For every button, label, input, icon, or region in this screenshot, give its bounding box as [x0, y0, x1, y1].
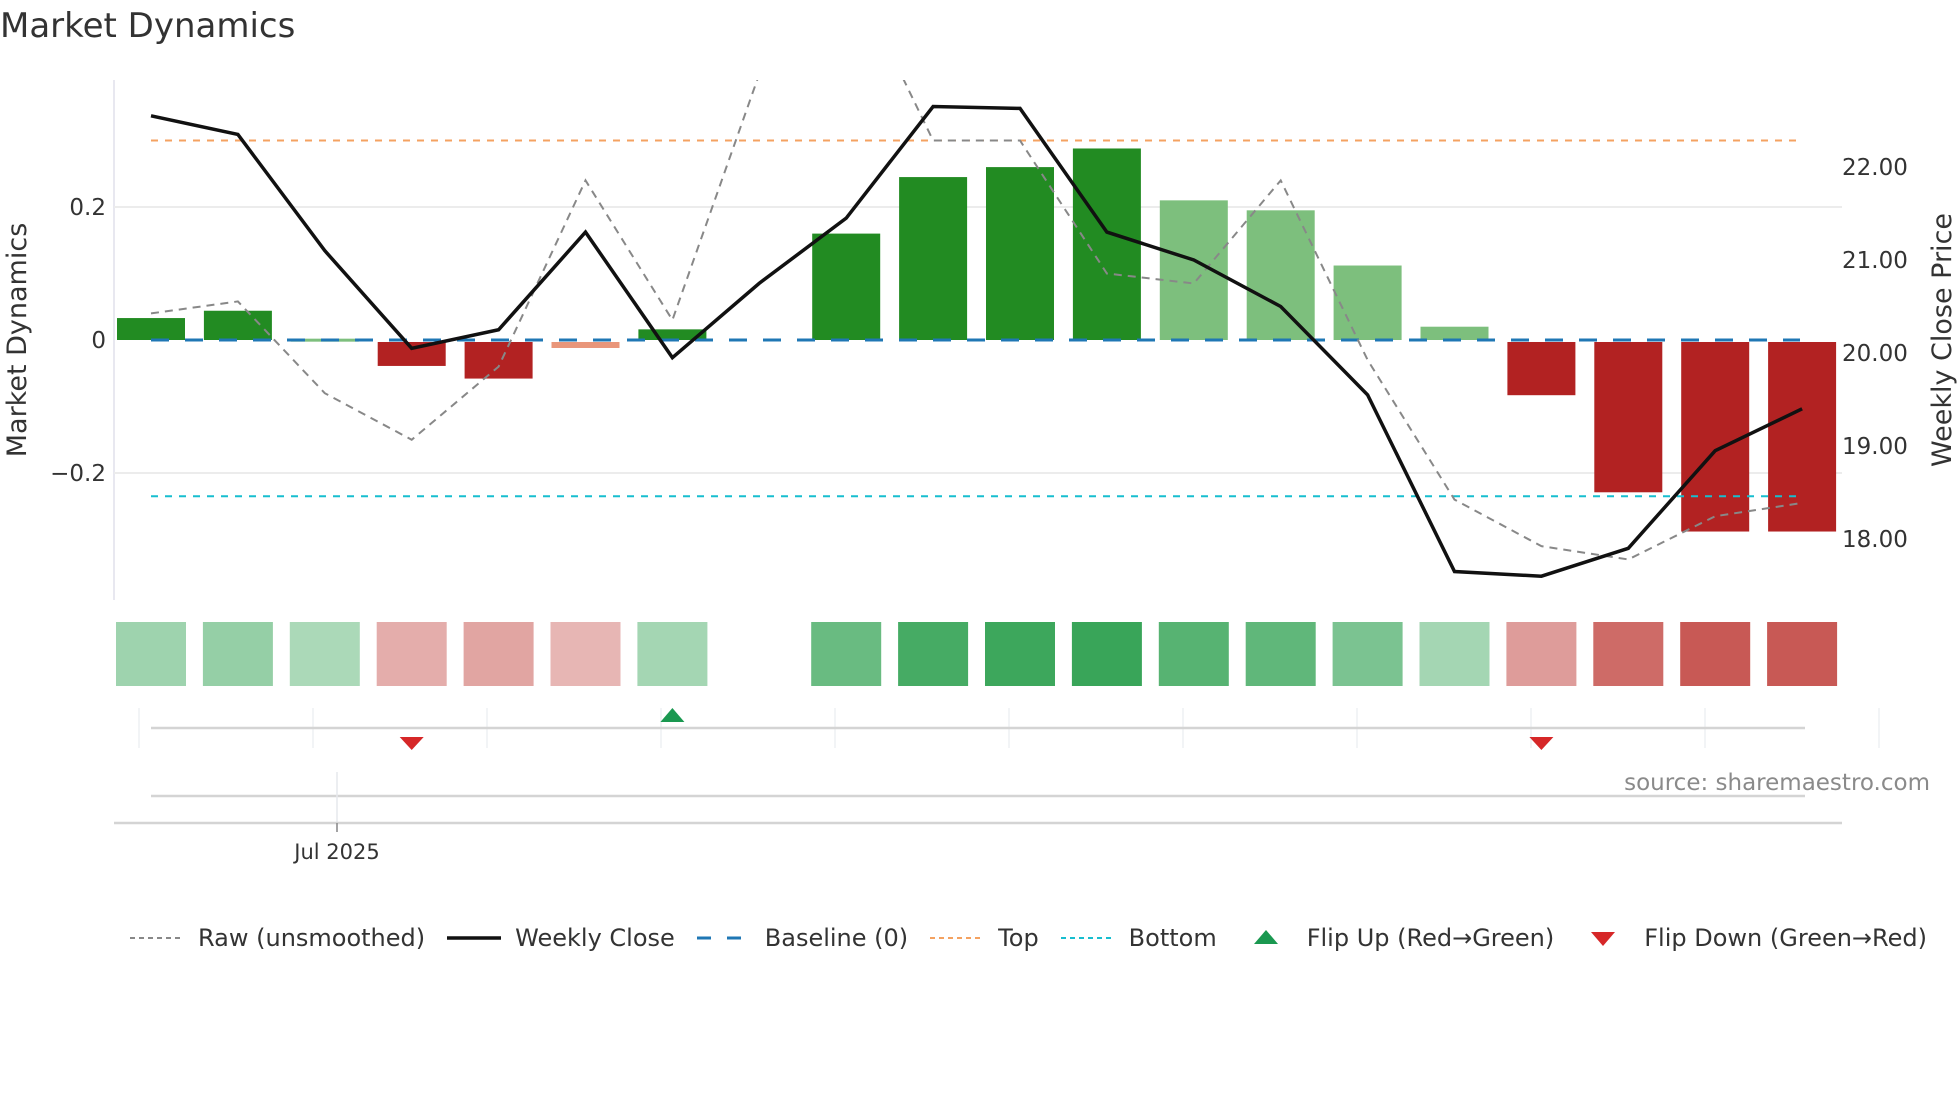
raw-line — [150, 80, 1803, 561]
chart-canvas: −0.2 0 0.2 Market Dynamics 18.00 19.00 20.00 21… — [2, 80, 1958, 864]
y-tick-label: −0.2 — [50, 461, 106, 487]
bar — [1159, 200, 1228, 340]
y-tick-label: 0 — [91, 328, 106, 354]
top-swatch-icon — [930, 937, 985, 939]
bar — [377, 342, 446, 366]
y2-tick-label: 18.00 — [1842, 527, 1908, 553]
x-tick-label: Jul 2025 — [292, 840, 379, 864]
y-tick-label: 0.2 — [69, 195, 106, 221]
flip-down-marker — [399, 737, 424, 750]
heat-cell — [985, 622, 1055, 686]
legend: Raw (unsmoothed) Weekly Close Baseline (0)… — [128, 924, 1947, 952]
y2-tick-label: 19.00 — [1842, 434, 1908, 460]
heat-cell — [637, 622, 708, 686]
legend-label: Weekly Close — [515, 924, 675, 952]
y-axis-title: Market Dynamics — [2, 223, 33, 458]
legend-label: Flip Down (Green→Red) — [1644, 924, 1927, 952]
bar — [638, 329, 707, 340]
heat-cell — [116, 622, 186, 686]
legend-label: Baseline (0) — [764, 924, 909, 952]
heat-cell — [811, 622, 882, 686]
y2-axis-title: Weekly Close Price — [1927, 213, 1958, 467]
heat-cell — [289, 622, 360, 686]
legend-label: Bottom — [1128, 924, 1217, 952]
bar — [464, 342, 533, 379]
flip-up-swatch-icon — [1253, 930, 1278, 944]
bar — [1768, 342, 1837, 532]
heat-cell — [1158, 622, 1229, 686]
legend-label: Top — [998, 924, 1039, 952]
bar — [1681, 342, 1750, 532]
heat-cell — [1680, 622, 1751, 686]
heat-cell — [1245, 622, 1316, 686]
bar — [203, 310, 272, 340]
close-swatch-icon — [447, 936, 502, 940]
flip-down-swatch-icon — [1591, 932, 1616, 946]
source-label: source: sharemaestro.com — [1624, 770, 1930, 796]
bar — [551, 342, 620, 348]
bar — [1594, 342, 1663, 493]
chart-title: Market Dynamics — [0, 6, 296, 46]
heat-cell — [202, 622, 273, 686]
bar — [1246, 210, 1315, 340]
y2-tick-label: 21.00 — [1842, 248, 1908, 274]
bar — [812, 233, 881, 340]
heat-cell — [898, 622, 969, 686]
legend-label: Raw (unsmoothed) — [198, 924, 426, 952]
legend-item-close[interactable]: Weekly Close — [445, 924, 675, 952]
legend-item-flip-down[interactable]: Flip Down (Green→Red) — [1574, 924, 1927, 952]
heat-cell — [1593, 622, 1664, 686]
bar — [986, 167, 1054, 340]
raw-swatch-icon — [130, 937, 184, 939]
bar — [899, 177, 968, 340]
heat-cell — [1332, 622, 1403, 686]
legend-item-raw[interactable]: Raw (unsmoothed) — [128, 924, 425, 952]
y2-tick-label: 20.00 — [1842, 341, 1908, 367]
bar — [1507, 342, 1576, 396]
heat-cell — [550, 622, 621, 686]
heat-cell — [463, 622, 534, 686]
bar — [1420, 326, 1489, 340]
bottom-swatch-icon — [1060, 937, 1115, 939]
legend-item-flip-up[interactable]: Flip Up (Red→Green) — [1237, 924, 1555, 952]
heat-cell — [1071, 622, 1142, 686]
baseline-swatch-icon — [696, 936, 751, 940]
heat-cell — [1419, 622, 1490, 686]
legend-label: Flip Up (Red→Green) — [1306, 924, 1555, 952]
y2-tick-label: 22.00 — [1842, 155, 1908, 181]
bar — [1333, 265, 1402, 340]
legend-item-bottom[interactable]: Bottom — [1059, 924, 1217, 952]
flip-down-marker — [1529, 737, 1554, 750]
flip-up-marker — [660, 708, 685, 722]
legend-item-baseline[interactable]: Baseline (0) — [695, 924, 908, 952]
legend-item-top[interactable]: Top — [928, 924, 1039, 952]
bar — [1072, 148, 1141, 340]
heat-cell — [376, 622, 447, 686]
heat-cell — [1506, 622, 1577, 686]
weekly-close-line — [150, 104, 1803, 578]
heat-cell — [1767, 622, 1838, 686]
bar — [117, 318, 185, 340]
